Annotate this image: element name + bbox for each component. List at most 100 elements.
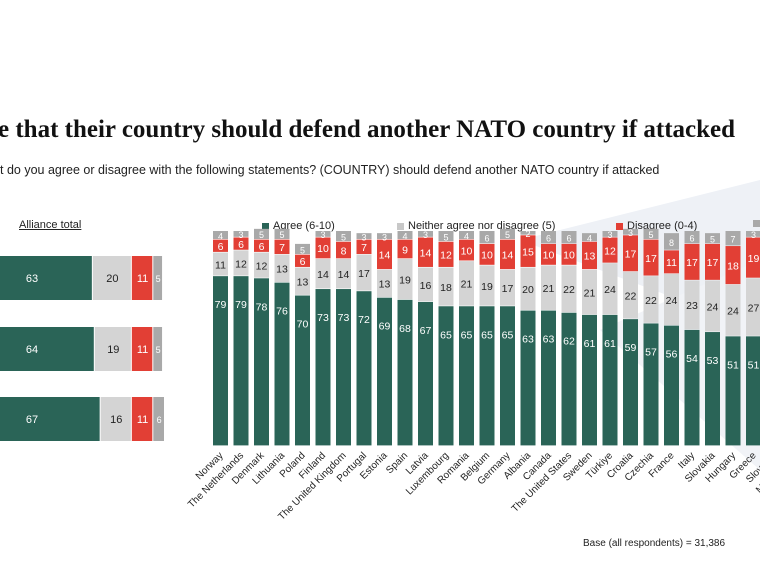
bar-segment-disagree: [602, 237, 618, 263]
bar-value-neither: 21: [543, 283, 555, 295]
alliance-value-neither: 16: [110, 414, 122, 426]
bar-segment-dk: [356, 233, 372, 239]
bar-value-dk: 5: [505, 230, 510, 240]
bar-segment-neither: [664, 274, 679, 325]
bar-segment-dk: [602, 231, 618, 237]
bar-segment-disagree: [459, 239, 474, 261]
bar-segment-dk: [520, 231, 536, 235]
bar-segment-dk: [233, 231, 249, 237]
bar-value-disagree: 18: [727, 260, 739, 272]
bar-value-dk: 4: [402, 231, 407, 241]
bar-segment-neither: [643, 276, 659, 323]
bar-segment-agree: [561, 312, 577, 446]
bar-segment-dk: [541, 231, 556, 244]
bar-value-agree: 53: [707, 355, 719, 367]
bar-value-disagree: 15: [522, 246, 534, 258]
bar-segment-disagree: [438, 241, 454, 267]
bar-segment-neither: [438, 267, 454, 306]
bar-value-disagree: 6: [238, 239, 244, 251]
bar-value-neither: 24: [727, 306, 739, 318]
bar-segment-dk: [377, 233, 392, 239]
bar-segment-dk: [397, 231, 413, 239]
bar-value-agree: 78: [256, 301, 268, 313]
bar-segment-dk: [643, 228, 659, 239]
bar-segment-agree: [725, 336, 741, 446]
bar-value-neither: 22: [563, 284, 575, 296]
page-title: e that their country should defend anoth…: [0, 116, 736, 143]
bar-segment-neither: [213, 252, 228, 276]
bar-value-neither: 17: [358, 268, 370, 280]
bar-segment-neither: [705, 280, 720, 332]
bar-segment-agree: [582, 314, 597, 446]
legend-disagree-swatch: [616, 222, 623, 230]
bar-value-dk: 5: [259, 230, 264, 240]
alliance-bar-dk: [153, 256, 163, 300]
bar-value-neither: 19: [481, 281, 493, 293]
bar-value-neither: 20: [522, 284, 534, 296]
bar-value-dk: 5: [648, 230, 653, 240]
bar-segment-neither: [684, 280, 700, 330]
bar-value-dk: 3: [320, 230, 325, 240]
bar-value-disagree: 6: [218, 241, 224, 253]
bar-value-neither: 23: [686, 300, 698, 312]
bar-segment-dk: [684, 231, 700, 244]
alliance-value-neither: 20: [106, 273, 118, 285]
bar-segment-neither: [233, 250, 249, 276]
bar-value-agree: 63: [522, 334, 534, 346]
bar-value-agree: 61: [584, 338, 596, 350]
alliance-value-dk: 5: [156, 274, 161, 284]
alliance-value-agree: 63: [26, 273, 38, 285]
bar-value-dk: 3: [628, 228, 633, 238]
bar-segment-neither: [397, 258, 413, 300]
alliance-value-dk: 5: [156, 345, 161, 355]
bar-segment-disagree: [315, 237, 331, 259]
bar-value-dk: 5: [710, 235, 715, 245]
bar-value-agree: 54: [686, 353, 698, 365]
legend-agree-swatch: [262, 222, 269, 230]
bar-value-dk: 4: [464, 231, 469, 241]
bar-value-disagree: 10: [563, 250, 575, 262]
bar-segment-agree: [623, 319, 638, 446]
bar-segment-neither: [418, 267, 433, 302]
alliance-bar-disagree: [131, 327, 153, 371]
legend-neither-swatch: [397, 222, 404, 230]
bar-segment-dk: [746, 231, 760, 237]
bar-value-disagree: 17: [645, 253, 657, 265]
bar-value-neither: 13: [379, 279, 391, 291]
bar-segment-neither: [295, 267, 310, 295]
bar-segment-disagree: [418, 237, 433, 267]
bar-segment-agree: [418, 301, 433, 446]
bar-value-agree: 73: [317, 312, 329, 324]
bar-value-disagree: 7: [279, 242, 285, 254]
alliance-value-neither: 19: [107, 344, 119, 356]
bar-segment-agree: [643, 323, 659, 446]
bar-segment-disagree: [213, 239, 228, 252]
bar-segment-disagree: [684, 243, 700, 280]
alliance-value-dk: 6: [157, 415, 162, 425]
bar-value-agree: 65: [481, 329, 493, 341]
bar-value-disagree: 10: [481, 250, 493, 262]
bar-segment-dk: [664, 233, 679, 250]
bar-segment-neither: [274, 254, 290, 282]
bar-segment-disagree: [233, 237, 249, 250]
bar-segment-agree: [705, 332, 720, 446]
alliance-bar-disagree: [131, 256, 153, 300]
bar-value-dk: 5: [443, 232, 448, 242]
alliance-bar-agree: [0, 397, 100, 441]
bar-segment-dk: [459, 231, 474, 239]
bar-value-neither: 21: [461, 279, 473, 291]
bar-value-dk: 4: [218, 231, 223, 241]
bar-segment-agree: [479, 306, 495, 446]
bar-value-neither: 12: [235, 258, 247, 270]
bar-value-neither: 16: [420, 280, 432, 292]
bar-value-dk: 5: [300, 245, 305, 255]
bar-segment-agree: [684, 329, 700, 446]
bar-segment-disagree: [664, 250, 679, 274]
bar-segment-dk: [725, 231, 741, 246]
bar-segment-dk: [418, 231, 433, 237]
bar-value-disagree: 14: [379, 250, 391, 262]
bar-segment-agree: [746, 336, 760, 446]
bar-segment-disagree: [254, 239, 269, 252]
bar-value-disagree: 7: [361, 242, 367, 254]
alliance-value-agree: 67: [26, 414, 38, 426]
